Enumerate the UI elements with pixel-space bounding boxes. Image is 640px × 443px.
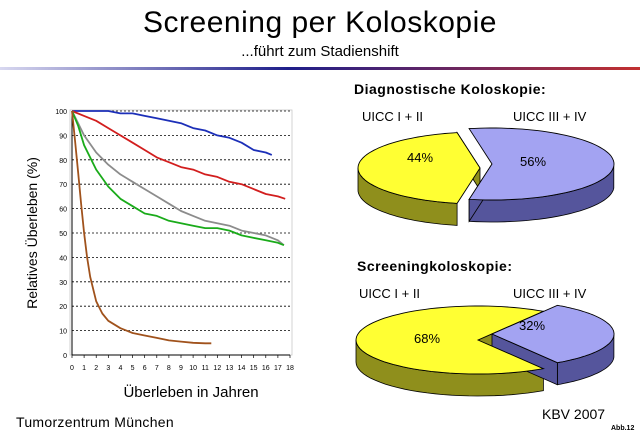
pie1-shapes-slice-1 (468, 127, 615, 201)
y-tick-label-80: 80 (59, 158, 67, 165)
y-tick-label-40: 40 (59, 255, 67, 262)
pie-screening-label-early: UICC I + II (359, 286, 420, 301)
x-tick-label-13: 13 (226, 365, 234, 372)
x-tick-label-0: 0 (70, 365, 74, 372)
x-tick-label-9: 9 (179, 365, 183, 372)
y-tick-label-0: 0 (63, 353, 67, 360)
pie-screening-label-late: UICC III + IV (513, 286, 587, 301)
x-tick-label-7: 7 (155, 365, 159, 372)
y-tick-label-30: 30 (59, 280, 67, 287)
pie1-shapes-value-label-1: 56% (520, 154, 546, 169)
x-axis-label: Überleben in Jahren (123, 383, 258, 401)
y-tick-label-60: 60 (59, 207, 67, 214)
survival-curve-1 (71, 110, 286, 200)
x-tick-label-1: 1 (82, 365, 86, 372)
survival-curve-2 (71, 110, 285, 246)
survival-curve-0 (72, 110, 273, 156)
survival-curve-3 (71, 110, 285, 247)
x-tick-label-15: 15 (250, 365, 258, 372)
pie2-shapes-slice-1 (490, 304, 615, 364)
y-axis-label: Relatives Überleben (%) (23, 157, 40, 309)
x-tick-label-8: 8 (167, 365, 171, 372)
y-tick-label-90: 90 (59, 133, 67, 140)
x-tick-label-4: 4 (118, 365, 122, 372)
x-tick-label-2: 2 (94, 365, 98, 372)
x-tick-label-3: 3 (106, 365, 110, 372)
x-tick-label-10: 10 (189, 365, 197, 372)
pie2-shapes-value-label-1: 32% (519, 318, 545, 333)
x-tick-label-14: 14 (238, 365, 246, 372)
y-tick-label-10: 10 (59, 329, 67, 336)
x-tick-label-6: 6 (143, 365, 147, 372)
y-tick-label-70: 70 (59, 182, 67, 189)
y-tick-label-100: 100 (55, 109, 67, 116)
pie1-shapes-value-label-0: 44% (407, 150, 433, 165)
pie-chart-screening: Screeningkoloskopie: UICC I + II UICC II… (355, 258, 615, 397)
slide-subtitle: ...führt zum Stadienshift (241, 43, 399, 60)
pie-screening-title: Screeningkoloskopie: (357, 258, 512, 274)
pie-diagnostic-title: Diagnostische Koloskopie: (354, 81, 546, 97)
x-tick-label-5: 5 (131, 365, 135, 372)
x-tick-label-12: 12 (213, 365, 221, 372)
pie2-shapes-slice-0 (355, 305, 545, 375)
x-tick-label-17: 17 (274, 365, 282, 372)
pie2-shapes-value-label-0: 68% (414, 331, 440, 346)
pie-diagnostic-label-late: UICC III + IV (513, 109, 587, 124)
footer-source: Tumorzentrum München (16, 414, 174, 430)
pie-chart-diagnostic: Diagnostische Koloskopie: UICC I + II UI… (354, 81, 615, 226)
slide-title: Screening per Koloskopie (143, 6, 497, 39)
footer-citation: KBV 2007 (542, 406, 606, 422)
x-tick-label-18: 18 (286, 365, 294, 372)
survival-curve-4 (71, 110, 212, 345)
figure-number: Abb.12 (611, 425, 635, 432)
y-tick-label-20: 20 (59, 304, 67, 311)
x-tick-label-16: 16 (262, 365, 270, 372)
pie1-shapes-slice-0 (357, 132, 481, 204)
pie-diagnostic-label-early: UICC I + II (362, 109, 423, 124)
title-divider (0, 67, 640, 70)
plot-area (69, 109, 293, 356)
x-tick-label-11: 11 (202, 365, 209, 372)
y-tick-label-50: 50 (59, 231, 67, 238)
